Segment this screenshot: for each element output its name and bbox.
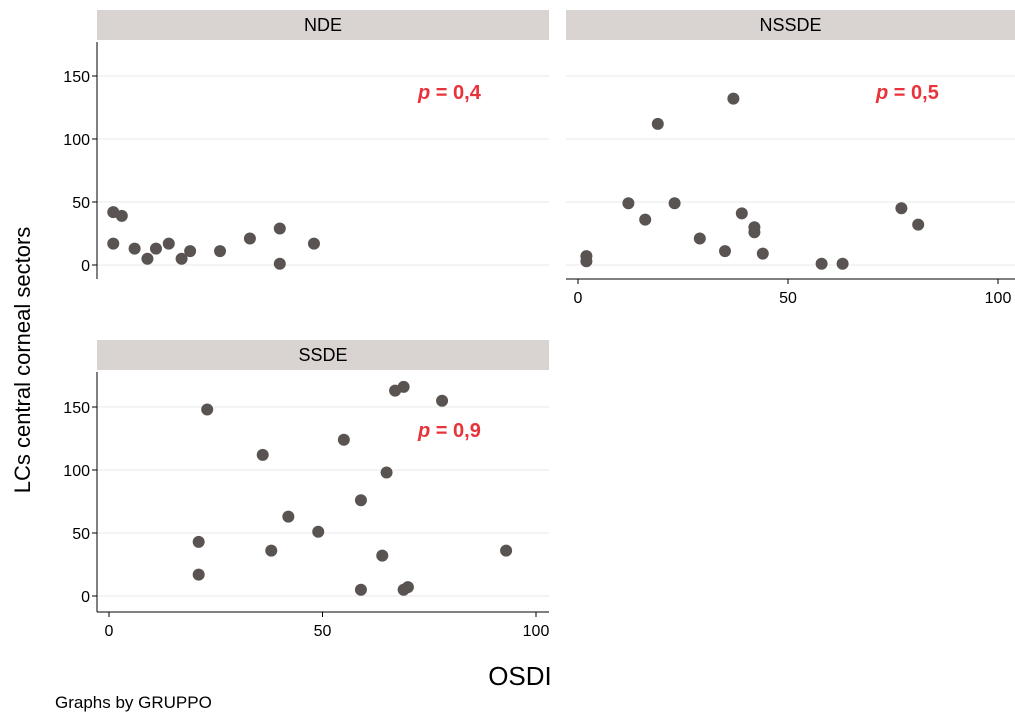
p-equals: =	[430, 420, 453, 442]
x-tick-label: 0	[105, 623, 114, 640]
panel-nssde: NSSDE 0 50 100 p = 0,5	[566, 10, 1015, 307]
data-point	[273, 222, 286, 235]
data-point	[192, 535, 205, 548]
p-value-annotation: p = 0,9	[417, 420, 481, 442]
data-point	[401, 581, 414, 594]
data-point	[397, 380, 410, 393]
panels: NDE 0 50 100 150 p = 0,4 NSSDE 0 50 100 p = 0,5 SSD…	[63, 10, 1015, 640]
y-tick-label: 100	[63, 463, 90, 480]
data-point	[693, 232, 706, 245]
data-point	[668, 197, 681, 210]
data-point	[727, 92, 740, 105]
data-point	[175, 252, 188, 265]
data-point	[141, 252, 154, 265]
data-point	[128, 242, 141, 255]
strip-label: NDE	[304, 15, 342, 35]
data-point	[354, 583, 367, 596]
data-point	[273, 257, 286, 270]
strip-label: SSDE	[298, 345, 347, 365]
data-point	[337, 433, 350, 446]
y-axis-title: LCs central corneal sectors	[10, 227, 35, 494]
data-point	[580, 255, 593, 268]
data-point	[312, 525, 325, 538]
strip-background	[97, 340, 549, 370]
data-point	[184, 245, 197, 258]
data-point	[256, 448, 269, 461]
data-point	[149, 242, 162, 255]
panel-nde: NDE 0 50 100 150 p = 0,4	[63, 10, 549, 279]
data-point	[265, 544, 278, 557]
plot-area	[566, 42, 1015, 279]
data-point	[622, 197, 635, 210]
x-tick-label: 100	[523, 623, 550, 640]
y-tick-label: 150	[63, 69, 90, 86]
data-point	[639, 213, 652, 226]
y-tick-label: 50	[72, 526, 90, 543]
data-point	[380, 466, 393, 479]
p-symbol: p	[417, 82, 430, 104]
strip-background	[97, 10, 549, 40]
data-point	[735, 207, 748, 220]
x-tick-label: 50	[779, 290, 797, 307]
y-tick-label: 0	[81, 258, 90, 275]
panel-ssde: SSDE 0 50 100 150 0 50 100 p = 0,9	[63, 340, 549, 640]
data-point	[243, 232, 256, 245]
p-symbol: p	[417, 420, 430, 442]
y-tick-label: 0	[81, 589, 90, 606]
y-tick-label: 50	[72, 195, 90, 212]
p-value-annotation: p = 0,4	[417, 82, 482, 104]
data-point	[214, 245, 227, 258]
x-tick-label: 100	[985, 290, 1012, 307]
data-point	[748, 226, 761, 239]
y-tick-label: 100	[63, 132, 90, 149]
data-point	[115, 209, 128, 222]
data-point	[282, 510, 295, 523]
graphs-by-note: Graphs by GRUPPO	[55, 693, 212, 712]
data-point	[651, 117, 664, 130]
data-point	[836, 257, 849, 270]
strip-label: NSSDE	[759, 15, 821, 35]
p-value: 0,9	[453, 420, 481, 442]
data-point	[192, 568, 205, 581]
p-equals: =	[430, 82, 453, 104]
data-point	[815, 257, 828, 270]
plot-area	[97, 372, 549, 612]
p-symbol: p	[875, 82, 888, 104]
data-point	[376, 549, 389, 562]
data-point	[107, 237, 120, 250]
data-point	[912, 218, 925, 231]
p-value-annotation: p = 0,5	[875, 82, 939, 104]
y-tick-label: 150	[63, 400, 90, 417]
strip-background	[566, 10, 1015, 40]
data-point	[436, 394, 449, 407]
data-point	[354, 494, 367, 507]
data-point	[895, 202, 908, 215]
p-equals: =	[888, 82, 911, 104]
data-point	[201, 403, 214, 416]
x-tick-label: 0	[574, 290, 583, 307]
x-tick-label: 50	[314, 623, 332, 640]
p-value: 0,4	[453, 82, 482, 104]
x-axis-title: OSDI	[488, 661, 552, 691]
data-point	[756, 247, 769, 260]
data-point	[719, 245, 731, 258]
p-value: 0,5	[911, 82, 939, 104]
data-point	[162, 237, 175, 250]
data-point	[500, 544, 513, 557]
data-point	[307, 237, 320, 250]
